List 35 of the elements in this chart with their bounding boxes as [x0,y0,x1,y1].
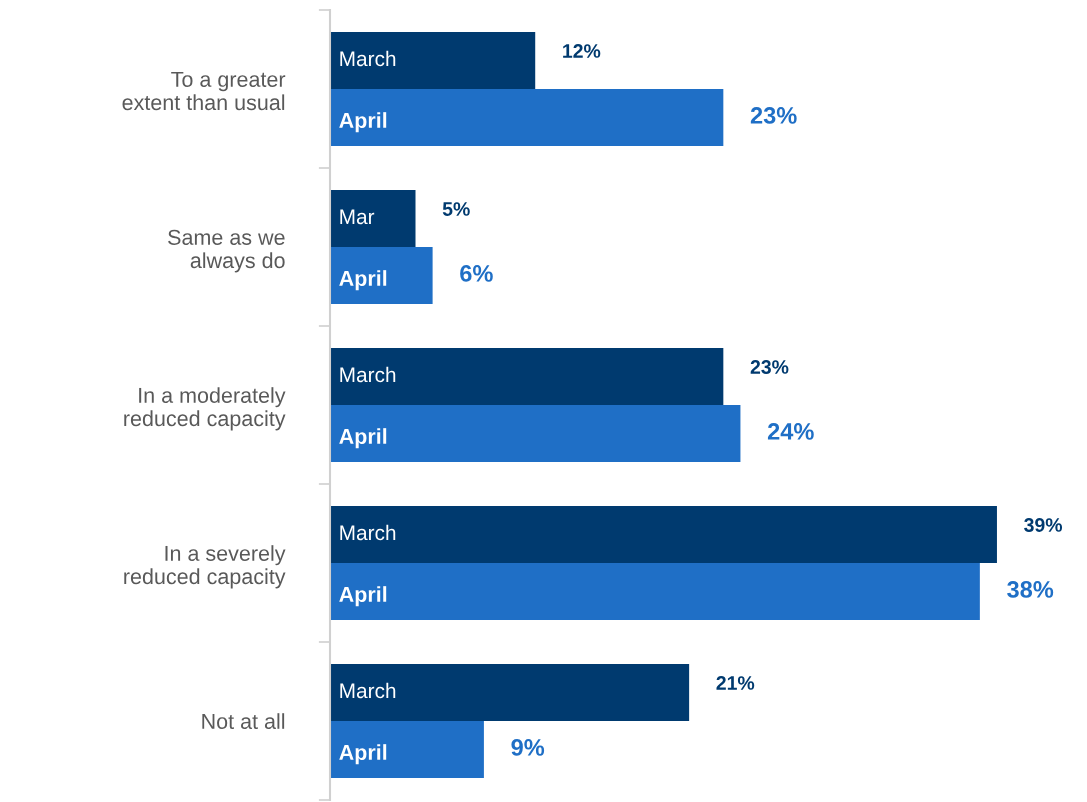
text: April [339,586,387,607]
data-label: 9% [511,739,545,756]
y-tick-label: To a greater extent than usual [122,71,286,111]
series-label: March [340,50,396,67]
bar [330,664,690,721]
y-tick-label: In a severely reduced capacity [124,545,286,589]
text: March [340,682,396,699]
bar [330,405,741,462]
text: March [340,366,396,383]
y-tick-label: In a moderately reduced capacity [124,387,286,431]
y-tick-label: Not at all [202,713,285,730]
bar [330,32,536,89]
annotation: Mar [340,209,375,225]
data-label: 21% [716,676,755,690]
y-tick-label: Same as we always do [168,229,285,273]
text: March [340,524,396,541]
bar [330,721,484,778]
data-label: 5% [442,202,470,216]
text: April [339,428,387,449]
data-label: 38% [1007,581,1054,598]
data-label: 23% [750,107,797,124]
bar [330,190,416,247]
data-label: 6% [460,265,493,282]
bar [330,563,980,620]
data-label: 24% [767,423,814,440]
bar [330,348,724,405]
series-label: April [339,112,387,133]
data-label: 23% [750,360,789,374]
bar [330,89,724,146]
data-label: 39% [1024,518,1063,532]
bar [330,247,433,304]
data-label: 12% [563,44,601,58]
text: April [339,744,387,765]
text: April [339,270,387,291]
bar [330,506,997,563]
